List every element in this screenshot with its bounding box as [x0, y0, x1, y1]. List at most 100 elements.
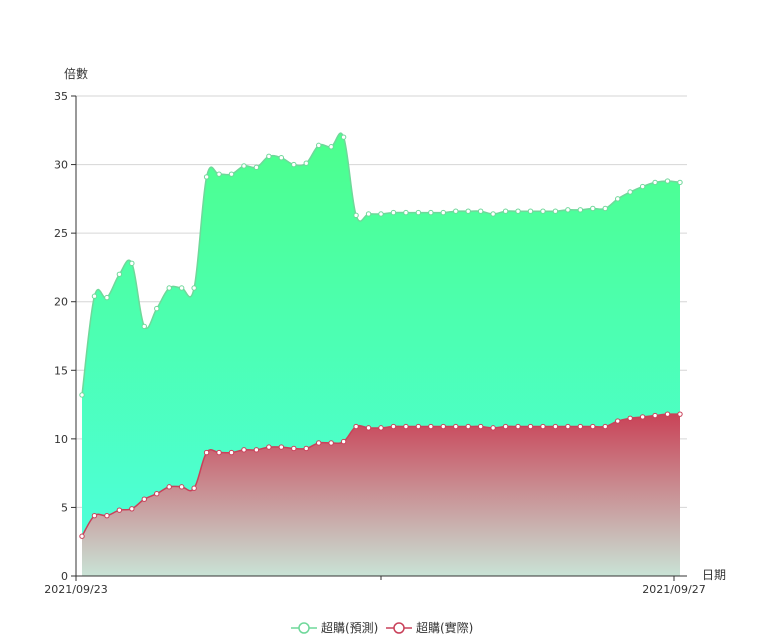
data-point-forecast[interactable] [390, 209, 397, 216]
data-point-forecast[interactable] [166, 285, 172, 291]
data-point-actual[interactable] [316, 440, 322, 446]
data-point-forecast[interactable] [577, 207, 584, 213]
data-point-forecast[interactable] [677, 179, 683, 186]
data-point-actual[interactable] [590, 423, 596, 430]
data-point-actual[interactable] [515, 423, 521, 430]
data-point-forecast[interactable] [365, 211, 372, 217]
data-point-actual[interactable] [266, 444, 272, 450]
data-point-actual[interactable] [378, 425, 384, 431]
data-point-actual[interactable] [540, 423, 546, 430]
data-point-forecast[interactable] [241, 163, 247, 169]
data-point-actual[interactable] [216, 449, 222, 456]
data-point-actual[interactable] [191, 485, 197, 491]
data-point-forecast[interactable] [154, 305, 160, 312]
data-point-forecast[interactable] [627, 189, 633, 195]
data-point-forecast[interactable] [428, 209, 434, 216]
data-point-forecast[interactable] [639, 183, 646, 190]
data-point-actual[interactable] [166, 484, 172, 490]
data-point-actual[interactable] [154, 491, 160, 497]
data-point-forecast[interactable] [353, 212, 359, 219]
data-point-actual[interactable] [490, 425, 496, 431]
data-point-forecast[interactable] [191, 285, 197, 291]
data-point-forecast[interactable] [203, 174, 210, 180]
data-point-forecast[interactable] [129, 260, 135, 267]
data-point-actual[interactable] [453, 423, 459, 430]
data-point-actual[interactable] [278, 444, 285, 450]
data-point-forecast[interactable] [104, 294, 110, 301]
data-point-forecast[interactable] [565, 207, 571, 213]
data-point-forecast[interactable] [378, 211, 384, 217]
data-point-actual[interactable] [203, 449, 210, 456]
data-point-actual[interactable] [664, 411, 671, 417]
data-point-forecast[interactable] [79, 392, 85, 398]
data-point-actual[interactable] [116, 507, 123, 513]
data-point-actual[interactable] [291, 445, 297, 452]
data-point-actual[interactable] [639, 414, 646, 420]
data-point-forecast[interactable] [316, 142, 322, 149]
data-point-forecast[interactable] [552, 208, 559, 214]
data-point-forecast[interactable] [515, 208, 521, 214]
data-point-actual[interactable] [353, 423, 359, 430]
data-point-forecast[interactable] [615, 196, 621, 202]
data-point-forecast[interactable] [116, 271, 123, 277]
data-point-actual[interactable] [303, 445, 309, 452]
data-point-forecast[interactable] [216, 171, 222, 177]
data-point-actual[interactable] [390, 423, 397, 430]
data-point-forecast[interactable] [415, 209, 422, 216]
data-point-actual[interactable] [141, 496, 147, 502]
data-point-actual[interactable] [340, 438, 347, 445]
data-point-forecast[interactable] [91, 293, 98, 299]
data-point-actual[interactable] [552, 423, 559, 430]
data-point-forecast[interactable] [291, 161, 297, 168]
data-point-forecast[interactable] [141, 323, 147, 330]
data-point-actual[interactable] [502, 423, 509, 430]
data-point-actual[interactable] [253, 447, 260, 453]
data-point-forecast[interactable] [465, 208, 471, 214]
data-point-forecast[interactable] [440, 209, 446, 216]
data-point-actual[interactable] [129, 506, 135, 512]
data-point-actual[interactable] [627, 415, 633, 421]
data-point-forecast[interactable] [178, 285, 185, 291]
data-point-actual[interactable] [527, 423, 534, 430]
data-point-actual[interactable] [178, 484, 185, 490]
data-point-actual[interactable] [228, 449, 235, 456]
data-point-forecast[interactable] [253, 164, 260, 171]
legend-item-actual[interactable]: 超購(實際) [386, 620, 473, 635]
data-point-forecast[interactable] [540, 208, 546, 214]
data-point-forecast[interactable] [527, 208, 534, 214]
data-point-forecast[interactable] [502, 208, 509, 214]
data-point-forecast[interactable] [328, 144, 334, 150]
data-point-forecast[interactable] [228, 171, 235, 177]
data-point-forecast[interactable] [340, 134, 347, 140]
data-point-actual[interactable] [241, 447, 247, 453]
data-point-forecast[interactable] [403, 209, 409, 216]
data-point-actual[interactable] [577, 423, 584, 430]
data-point-forecast[interactable] [453, 208, 459, 214]
data-point-forecast[interactable] [590, 205, 596, 212]
legend-item-forecast[interactable]: 超購(預測) [291, 620, 378, 635]
data-point-actual[interactable] [615, 418, 621, 424]
data-point-actual[interactable] [104, 512, 110, 519]
data-point-actual[interactable] [91, 512, 98, 519]
data-point-actual[interactable] [403, 423, 409, 430]
data-point-forecast[interactable] [490, 211, 496, 217]
data-point-actual[interactable] [415, 423, 422, 430]
data-point-actual[interactable] [428, 423, 434, 430]
data-point-forecast[interactable] [278, 155, 285, 161]
data-point-forecast[interactable] [303, 160, 309, 166]
data-point-actual[interactable] [79, 533, 85, 539]
data-point-actual[interactable] [465, 423, 471, 430]
data-point-forecast[interactable] [652, 179, 658, 186]
data-point-actual[interactable] [477, 423, 484, 430]
data-point-actual[interactable] [677, 411, 683, 417]
data-point-forecast[interactable] [602, 205, 608, 212]
data-point-forecast[interactable] [664, 178, 671, 184]
data-point-actual[interactable] [602, 423, 608, 430]
data-point-actual[interactable] [440, 423, 446, 430]
data-point-actual[interactable] [565, 423, 571, 430]
data-point-forecast[interactable] [477, 208, 484, 214]
data-point-actual[interactable] [365, 425, 372, 431]
data-point-actual[interactable] [652, 412, 658, 419]
data-point-actual[interactable] [328, 440, 334, 446]
data-point-forecast[interactable] [266, 153, 272, 160]
